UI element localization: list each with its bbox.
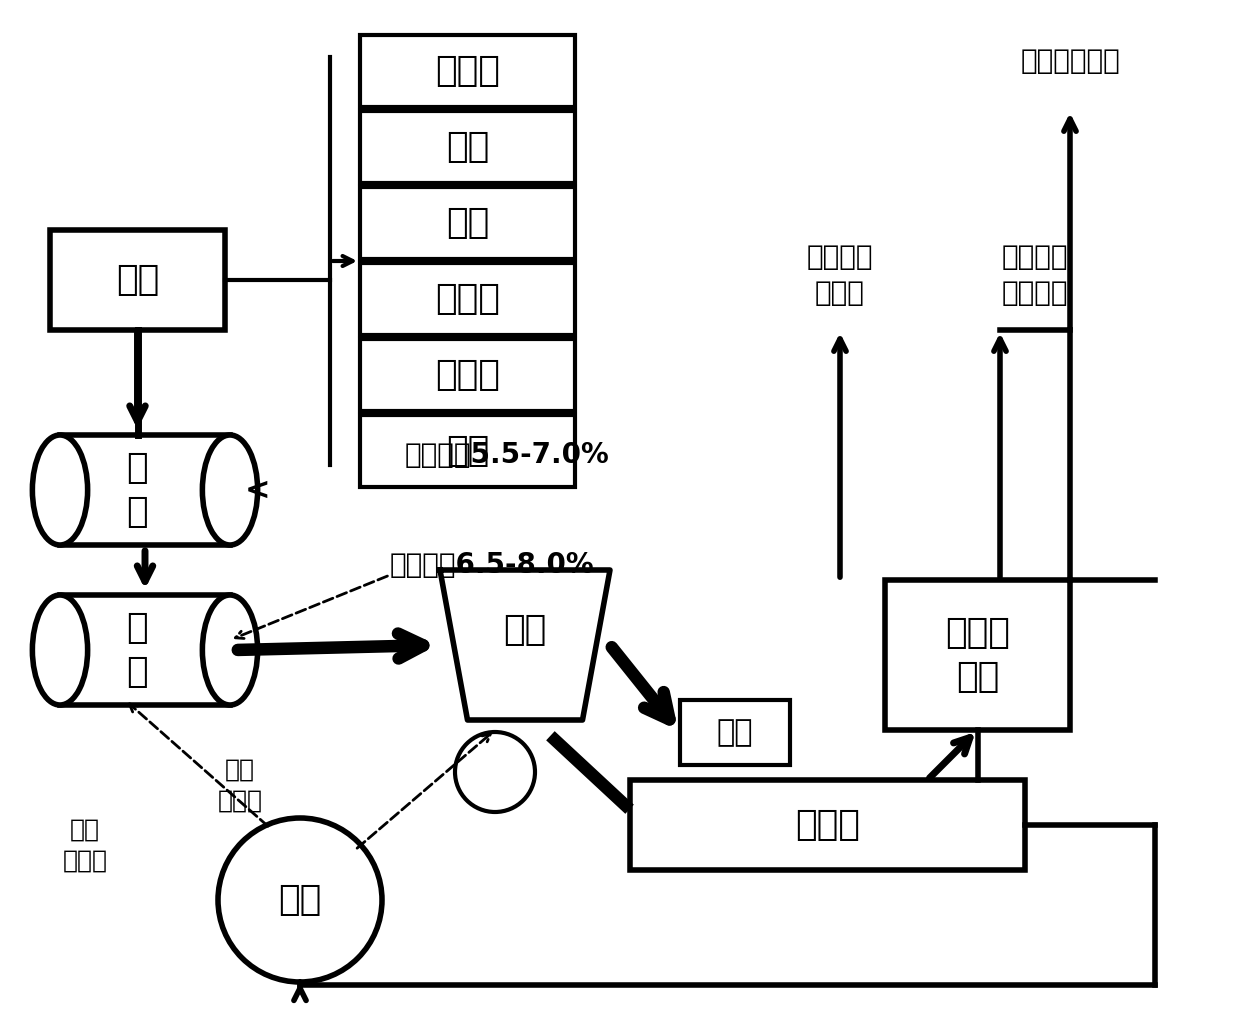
Text: 点火: 点火	[717, 718, 753, 747]
Bar	[630, 780, 1025, 870]
Bar	[60, 595, 229, 705]
Ellipse shape	[32, 435, 88, 545]
Text: 白灰: 白灰	[446, 206, 489, 240]
Bar	[360, 35, 575, 107]
Ellipse shape	[202, 435, 258, 545]
Circle shape	[455, 732, 534, 812]
Ellipse shape	[202, 595, 258, 705]
Text: 返矿: 返矿	[446, 130, 489, 164]
Text: 控制水分6.5-8.0%: 控制水分6.5-8.0%	[391, 551, 595, 579]
Bar	[50, 230, 224, 330]
Ellipse shape	[32, 595, 88, 705]
Text: 白云石: 白云石	[435, 358, 500, 392]
Text: 低温段废
气放散: 低温段废 气放散	[807, 243, 873, 307]
Circle shape	[218, 818, 382, 982]
Text: 高温段废
气产蕊汽: 高温段废 气产蕊汽	[1002, 243, 1068, 307]
Bar	[360, 111, 575, 183]
Bar	[360, 415, 575, 487]
Text: 控制水分5.5-7.0%: 控制水分5.5-7.0%	[405, 441, 610, 469]
Text: 配料: 配料	[115, 263, 159, 297]
Text: <: <	[246, 476, 270, 505]
Bar	[360, 187, 575, 259]
Text: 一
混: 一 混	[125, 450, 148, 529]
Bar	[60, 435, 229, 545]
Bar	[885, 580, 1070, 730]
Text: 蕊汽: 蕊汽	[278, 883, 321, 917]
Text: 铁矿粉: 铁矿粉	[435, 54, 500, 88]
Text: 冷却和
筛分: 冷却和 筛分	[945, 616, 1009, 694]
Text: 给管网或发电: 给管网或发电	[1021, 47, 1120, 75]
Text: 燃料: 燃料	[446, 434, 489, 468]
Bar	[680, 700, 790, 765]
Text: 矿槽: 矿槽	[503, 613, 547, 647]
Text: 石灰石: 石灰石	[435, 282, 500, 316]
Text: 二
混: 二 混	[125, 611, 148, 690]
Bar	[360, 263, 575, 335]
Bar	[360, 339, 575, 411]
Polygon shape	[440, 570, 610, 720]
Text: 矿槽
加蕊汽: 矿槽 加蕊汽	[217, 758, 263, 813]
Text: 二混
加蕊汽: 二混 加蕊汽	[62, 817, 108, 873]
Text: 烧结机: 烧结机	[795, 808, 859, 842]
